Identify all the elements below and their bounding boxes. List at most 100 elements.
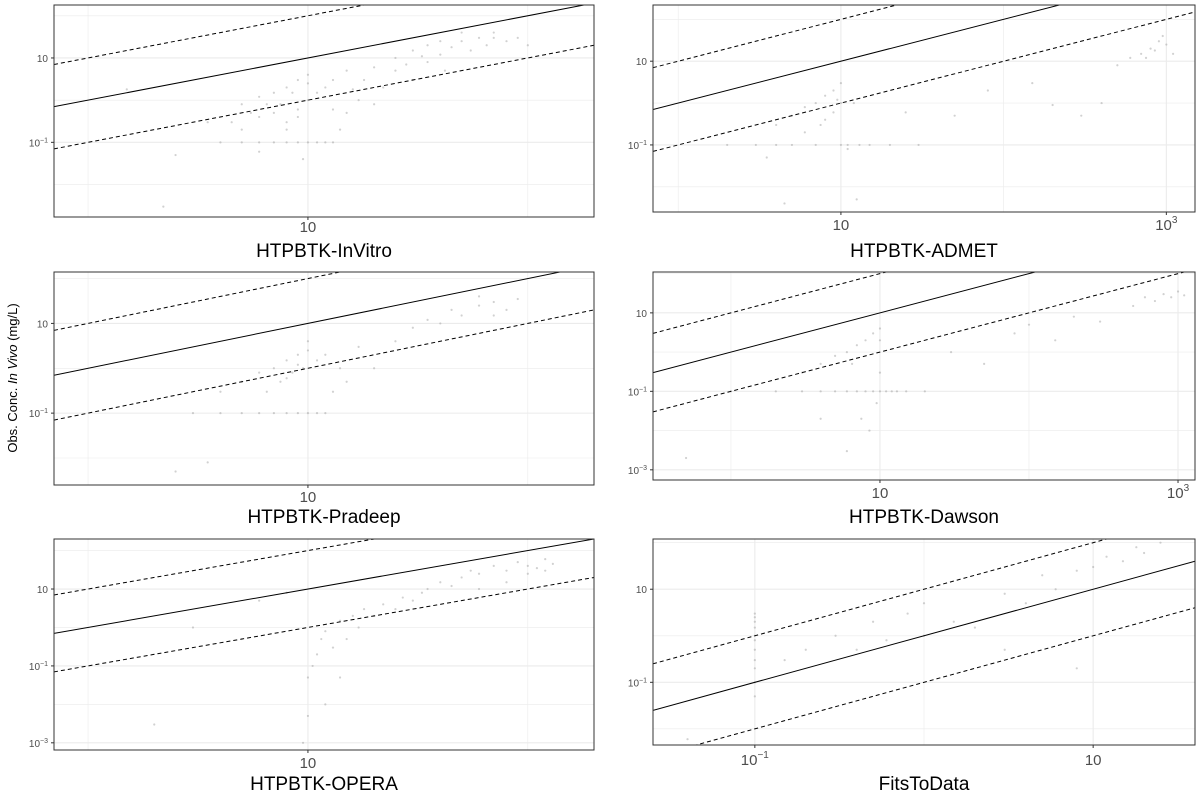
data-point — [1121, 560, 1125, 563]
data-point — [272, 367, 275, 370]
data-point — [338, 619, 342, 622]
data-point — [819, 123, 822, 127]
data-point — [855, 198, 858, 201]
fold-line — [694, 607, 1195, 745]
y-axis-label-italic: In Vivo — [5, 345, 20, 385]
fold-line — [54, 272, 343, 331]
data-point — [526, 564, 529, 567]
data-point — [765, 156, 768, 159]
y-tick-label: 10−1 — [628, 677, 647, 689]
data-point — [394, 69, 397, 72]
fold-line — [54, 44, 594, 150]
data-point — [306, 141, 310, 144]
data-point — [684, 456, 688, 460]
data-point — [331, 108, 335, 111]
data-point — [753, 639, 756, 642]
data-point — [345, 111, 348, 114]
data-point — [230, 121, 233, 124]
identity-line — [54, 5, 587, 108]
identity-line — [54, 272, 563, 376]
reference-lines — [54, 539, 594, 673]
data-point — [878, 327, 882, 330]
data-point — [864, 339, 867, 342]
chart-panel-1: 10 10−1 10 HTPBTK-InVitro — [29, 4, 595, 262]
x-tick-label: 10 — [1085, 752, 1102, 769]
data-point — [306, 676, 310, 679]
data-point — [726, 143, 729, 147]
data-point — [1153, 299, 1157, 303]
data-point — [357, 345, 360, 348]
data-point — [505, 581, 508, 584]
data-point — [477, 572, 481, 575]
data-point — [279, 103, 282, 106]
data-point — [450, 46, 453, 49]
fold-line — [54, 309, 594, 421]
data-point — [753, 648, 756, 651]
data-point — [301, 741, 305, 744]
x-tick-label: 10−1 — [741, 750, 770, 769]
data-point — [331, 78, 335, 82]
data-point — [394, 340, 397, 343]
panel-border — [652, 538, 1196, 746]
data-point — [1135, 546, 1138, 549]
data-point — [315, 359, 319, 362]
data-point — [240, 128, 243, 131]
reference-lines — [653, 539, 1195, 745]
data-point — [819, 390, 822, 393]
data-point — [783, 202, 786, 205]
data-point — [852, 101, 855, 105]
data-point — [516, 36, 519, 39]
data-point — [832, 89, 835, 92]
data-point — [753, 667, 756, 670]
data-point — [324, 141, 327, 144]
data-point — [162, 205, 165, 208]
x-tick-label: 103 — [1167, 483, 1190, 502]
data-point — [443, 69, 447, 72]
data-point — [291, 91, 294, 94]
data-point — [296, 363, 299, 366]
data-point — [1153, 49, 1156, 52]
data-point — [450, 308, 453, 312]
x-tick-label: 10 — [300, 219, 317, 236]
data-point — [315, 653, 319, 656]
data-point — [860, 417, 863, 420]
data-point — [296, 78, 299, 82]
data-point — [382, 86, 385, 89]
data-point — [1116, 64, 1119, 67]
y-axis-label: Obs. Conc. In Vivo (mg/L) — [5, 303, 20, 452]
data-point — [845, 449, 848, 453]
panel-border — [652, 4, 1196, 213]
data-point — [1162, 293, 1165, 296]
reference-lines — [653, 272, 1187, 413]
data-point — [1159, 541, 1162, 544]
data-point — [258, 371, 261, 374]
data-point — [878, 390, 882, 393]
chart-panel-5: 10 10−3 10−1 10 HTPBTK-OPERA — [29, 538, 595, 795]
data-point — [394, 608, 397, 611]
data-point — [1051, 103, 1054, 107]
data-point — [426, 44, 429, 47]
data-point — [401, 596, 404, 599]
data-point — [804, 648, 807, 651]
data-point — [345, 380, 348, 383]
plot-background — [653, 5, 1195, 212]
data-point — [469, 569, 472, 572]
data-point — [1100, 101, 1103, 105]
x-tick-label: 103 — [1155, 215, 1178, 234]
data-point — [382, 603, 385, 606]
fold-line — [653, 539, 1109, 665]
data-point — [952, 620, 955, 623]
data-point — [258, 95, 261, 98]
data-point — [331, 646, 335, 649]
data-point — [824, 94, 827, 97]
data-point — [904, 111, 907, 114]
panel-title: FitsToData — [879, 774, 970, 795]
data-point — [855, 648, 858, 651]
data-point — [775, 143, 778, 147]
data-point — [240, 412, 243, 415]
data-point — [285, 359, 288, 362]
data-point — [505, 308, 508, 312]
data-point — [871, 620, 875, 623]
reference-lines — [653, 5, 1195, 152]
